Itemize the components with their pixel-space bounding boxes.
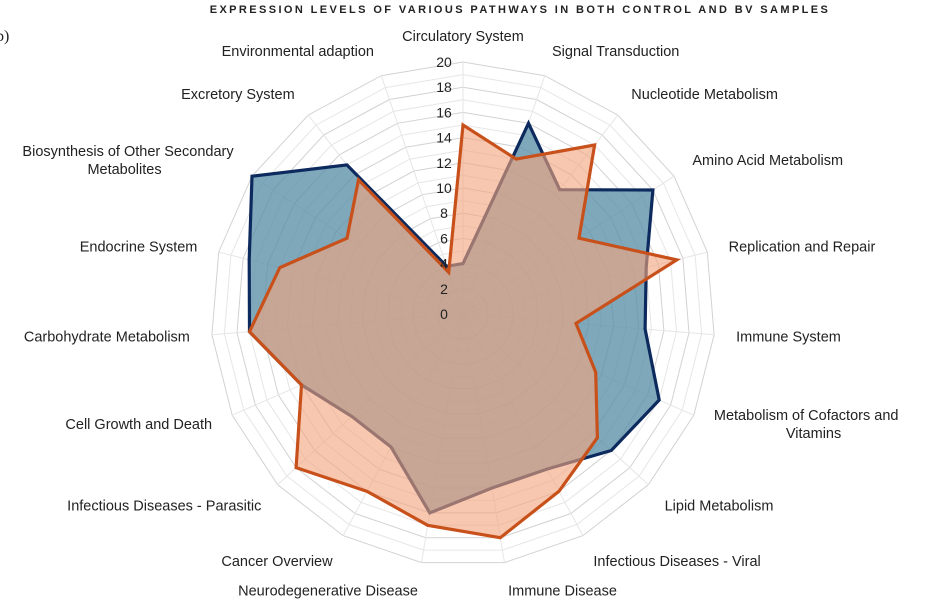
tick-label: 12 [436, 155, 452, 171]
grid-ring [211, 61, 715, 564]
category-label: Environmental adaption [222, 44, 374, 60]
category-label: Endocrine System [80, 240, 198, 256]
category-label: Neurodegenerative Disease [238, 583, 418, 599]
category-label: Excretory System [181, 87, 295, 103]
tick-label: 6 [440, 230, 448, 246]
panel-label: b) [0, 28, 10, 45]
tick-label: 2 [440, 281, 448, 297]
tick-label: 20 [436, 54, 452, 70]
category-label: Immune System [736, 330, 841, 346]
category-label: Signal Transduction [552, 44, 679, 60]
category-label: Replication and Repair [729, 240, 876, 256]
category-label: Cell Growth and Death [65, 417, 212, 433]
chart-title: EXPRESSION LEVELS OF VARIOUS PATHWAYS IN… [209, 4, 831, 16]
tick-label: 10 [436, 180, 452, 196]
series-layer [247, 119, 681, 540]
category-label: Infectious Diseases - Parasitic [67, 499, 261, 515]
category-label: Infectious Diseases - Viral [593, 554, 760, 570]
category-labels: Circulatory System Signal Transduction Nuc… [22, 29, 898, 599]
tick-label: 16 [436, 104, 452, 120]
radial-ticks: 0 2 4 6 8 10 12 14 16 18 20 [436, 54, 452, 322]
series-2-area [247, 122, 681, 540]
category-label: Nucleotide Metabolism [631, 87, 778, 103]
tick-label: 14 [436, 130, 452, 146]
category-label: Carbohydrate Metabolism [24, 330, 190, 346]
category-label: Circulatory System [402, 29, 524, 45]
category-label: Amino Acid Metabolism [692, 153, 843, 169]
tick-label: 18 [436, 79, 452, 95]
tick-label: 4 [440, 256, 448, 272]
tick-label: 8 [440, 205, 448, 221]
category-label: Biosynthesis of Other Secondary Metabolit… [22, 144, 234, 178]
category-label: Cancer Overview [221, 554, 333, 570]
category-label: Metabolism of Cofactors and Vitamins [714, 408, 899, 442]
category-label: Lipid Metabolism [665, 499, 774, 515]
tick-label: 0 [440, 306, 448, 322]
category-label: Immune Disease [508, 583, 617, 599]
